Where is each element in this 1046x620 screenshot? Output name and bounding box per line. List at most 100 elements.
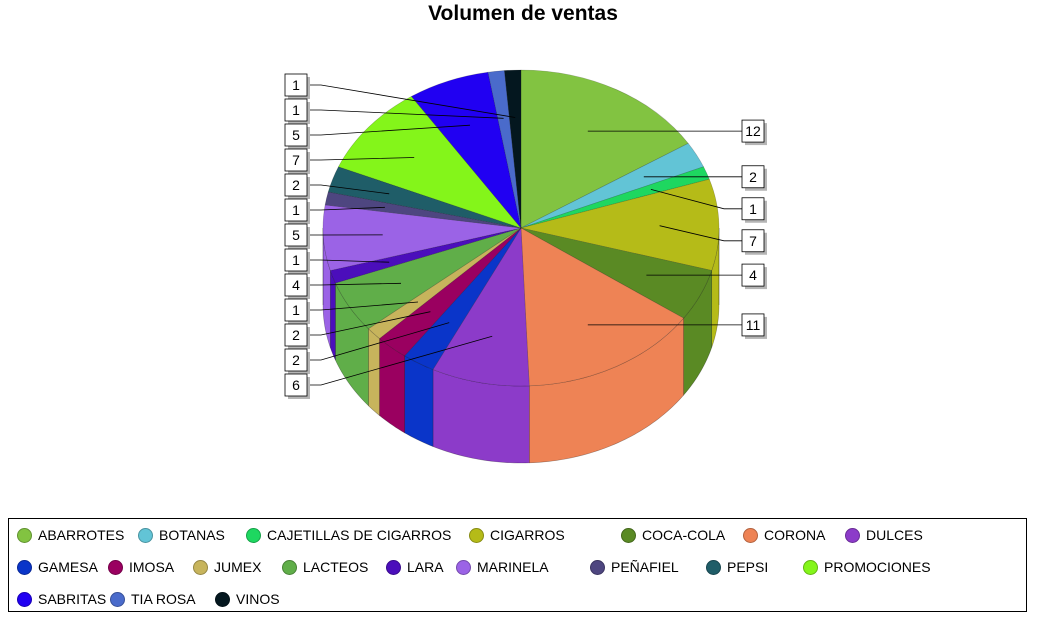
legend-label: TIA ROSA bbox=[131, 591, 196, 607]
legend-item-jumex: JUMEX bbox=[193, 557, 261, 577]
legend-label: LACTEOS bbox=[303, 559, 369, 575]
legend-item-dulces: DULCES bbox=[845, 525, 923, 545]
legend-swatch bbox=[110, 591, 125, 607]
legend-item-cigarros: CIGARROS bbox=[469, 525, 565, 545]
legend-label: MARINELA bbox=[477, 559, 549, 575]
legend-label: DULCES bbox=[866, 527, 923, 543]
legend-item-botanas: BOTANAS bbox=[138, 525, 225, 545]
legend-item-sabritas: SABRITAS bbox=[17, 589, 106, 609]
chart-legend: ABARROTES BOTANAS CAJETILLAS DE CIGARROS CI… bbox=[8, 518, 1027, 612]
leader-line bbox=[307, 184, 390, 195]
leader-line bbox=[307, 322, 450, 361]
value-label-lara: 1 bbox=[292, 252, 300, 268]
leader-line bbox=[307, 301, 419, 311]
legend-swatch bbox=[108, 559, 123, 575]
label-box bbox=[741, 229, 765, 253]
legend-label: SABRITAS bbox=[38, 591, 107, 607]
pie-slice-coca-cola bbox=[520, 227, 713, 319]
leader-line bbox=[307, 109, 504, 119]
pie-slice-sabritas bbox=[410, 71, 522, 229]
legend-label: CAJETILLAS DE CIGARROS bbox=[267, 527, 452, 543]
legend-swatch bbox=[17, 527, 32, 543]
legend-label: VINOS bbox=[236, 591, 280, 607]
value-label-botanas: 2 bbox=[749, 169, 757, 185]
pie-side-lara bbox=[329, 270, 336, 361]
legend-item-penafiel: PEÑAFIEL bbox=[590, 557, 679, 577]
legend-swatch bbox=[469, 527, 484, 543]
value-label-abarrotes: 12 bbox=[745, 123, 761, 139]
legend-label: COCA-COLA bbox=[642, 527, 726, 543]
pie-slice-botanas bbox=[520, 142, 704, 229]
pie-slice-imosa bbox=[379, 227, 522, 357]
legend-label: LARA bbox=[407, 559, 444, 575]
legend-swatch bbox=[246, 527, 261, 543]
label-box bbox=[284, 98, 308, 122]
leader-line bbox=[307, 259, 390, 263]
legend-label: ABARROTES bbox=[38, 527, 125, 543]
leader-line bbox=[307, 206, 385, 211]
legend-swatch bbox=[215, 591, 230, 607]
pie-side-jumex bbox=[368, 328, 380, 417]
legend-swatch bbox=[803, 559, 818, 575]
value-label-dulces: 6 bbox=[292, 377, 300, 393]
legend-label: BOTANAS bbox=[159, 527, 225, 543]
pie-slice-jumex bbox=[367, 227, 522, 339]
legend-item-imosa: IMOSA bbox=[108, 557, 174, 577]
legend-swatch bbox=[456, 559, 471, 575]
legend-swatch bbox=[845, 527, 860, 543]
label-box bbox=[284, 123, 308, 147]
pie-slice-gamesa bbox=[404, 227, 522, 370]
leader-line bbox=[650, 189, 742, 210]
value-label-vinos: 1 bbox=[292, 77, 300, 93]
pie-slice-pepsi bbox=[327, 166, 522, 229]
value-label-penafiel: 1 bbox=[292, 202, 300, 218]
pie-slice-cajetillas-de-cigarros bbox=[520, 166, 710, 229]
legend-item-gamesa: GAMESA bbox=[17, 557, 98, 577]
label-box bbox=[284, 373, 308, 397]
leader-line bbox=[307, 335, 493, 386]
value-label-cajetillas-de-cigarros: 1 bbox=[749, 201, 757, 217]
legend-item-pepsi: PEPSI bbox=[706, 557, 768, 577]
legend-label: GAMESA bbox=[38, 559, 98, 575]
leader-line bbox=[307, 311, 431, 336]
legend-swatch bbox=[590, 559, 605, 575]
label-box bbox=[284, 323, 308, 347]
value-label-pepsi: 2 bbox=[292, 177, 300, 193]
label-box bbox=[284, 298, 308, 322]
label-box bbox=[284, 223, 308, 247]
legend-item-abarrotes: ABARROTES bbox=[17, 525, 124, 545]
leader-line bbox=[307, 124, 471, 136]
legend-item-promociones: PROMOCIONES bbox=[803, 557, 931, 577]
pie-slice-lara bbox=[329, 227, 522, 284]
leader-line bbox=[307, 282, 402, 286]
pie-slice-tia-rosa bbox=[487, 70, 522, 229]
value-label-corona: 11 bbox=[746, 317, 761, 333]
value-label-marinela: 5 bbox=[292, 227, 300, 243]
value-label-lacteos: 4 bbox=[292, 277, 300, 293]
value-label-imosa: 2 bbox=[292, 327, 300, 343]
value-label-sabritas: 5 bbox=[292, 127, 300, 143]
value-label-tia-rosa: 1 bbox=[292, 102, 300, 118]
label-box bbox=[284, 348, 308, 372]
value-label-gamesa: 2 bbox=[292, 352, 300, 368]
legend-swatch bbox=[138, 527, 153, 543]
pie-slice-penafiel bbox=[324, 191, 522, 229]
leader-line bbox=[659, 225, 742, 242]
label-box bbox=[284, 248, 308, 272]
value-label-coca-cola: 4 bbox=[749, 267, 757, 283]
pie-slice-marinela bbox=[322, 204, 522, 271]
legend-item-lacteos: LACTEOS bbox=[282, 557, 368, 577]
leader-line bbox=[307, 157, 415, 161]
label-box bbox=[741, 119, 765, 143]
legend-label: PEPSI bbox=[727, 559, 769, 575]
label-box bbox=[284, 198, 308, 222]
legend-label: JUMEX bbox=[214, 559, 262, 575]
legend-item-tia-rosa: TIA ROSA bbox=[110, 589, 196, 609]
legend-label: CORONA bbox=[764, 527, 826, 543]
pie-slice-cigarros bbox=[520, 178, 720, 271]
pie-slice-corona bbox=[520, 227, 685, 387]
legend-item-cajetillas-de-cigarros: CAJETILLAS DE CIGARROS bbox=[246, 525, 451, 545]
legend-item-coca-cola: COCA-COLA bbox=[621, 525, 725, 545]
